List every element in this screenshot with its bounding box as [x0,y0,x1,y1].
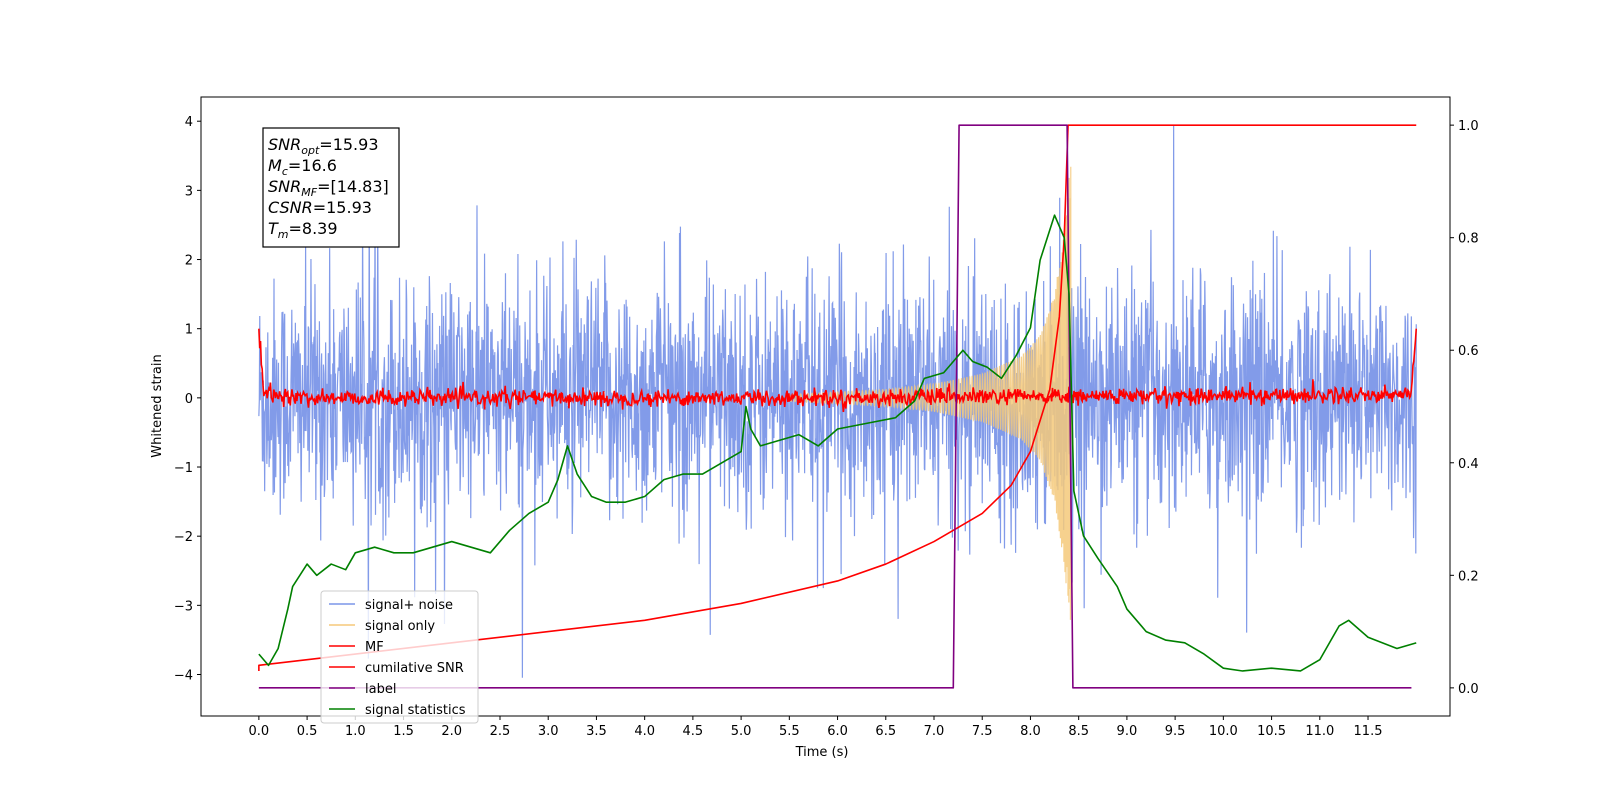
annotation-subscript: m [278,228,289,241]
annotation-subscript: c [282,165,288,178]
legend-entry: MF [365,640,384,655]
x-axis: 0.0 0.5 1.0 1.5 2.0 2.5 3.0 3.5 4.0 4.5 5.0 5.5 6.0 6… [249,716,1383,739]
annotation-line: SNRopt=15.93 [268,135,379,157]
y-tick-label: −2 [174,530,193,545]
x-tick-label: 0.5 [297,724,318,739]
annotation-value: =[14.83] [317,177,389,196]
x-tick-label: 7.5 [972,724,993,739]
x-tick-label: 2.0 [441,724,462,739]
legend-entry: cumilative SNR [365,661,464,676]
x-tick-label: 4.0 [634,724,655,739]
annotation-symbol: CSNR [268,198,313,217]
x-tick-label: 6.5 [875,724,896,739]
legend-entry: signal+ noise [365,598,453,613]
y-tick-label: −4 [174,669,193,684]
x-tick-label: 9.5 [1165,724,1186,739]
annotation-frame [262,127,400,248]
legend: signal+ noise signal only MF cumilative SNR… [320,590,479,724]
x-tick-label: 3.5 [586,724,607,739]
x-tick-label: 8.0 [1020,724,1041,739]
annotation-subscript: opt [301,144,320,157]
y-tick-label: −3 [174,599,193,614]
x-tick-label: 9.0 [1117,724,1138,739]
annotation-line: Mc=16.6 [268,156,337,178]
y-axis-label: Whitened strain [150,354,165,457]
x-tick-label: 5.0 [731,724,752,739]
y2-tick-label: 1.0 [1458,119,1479,134]
legend-entry: label [365,682,396,697]
x-tick-label: 0.0 [249,724,270,739]
series-label [258,124,1412,689]
legend-frame [320,590,479,724]
x-tick-label: 2.5 [490,724,511,739]
annotation-value: =15.93 [319,135,378,154]
y2-tick-label: 0.2 [1458,569,1479,584]
series-signal-statistics [258,214,1417,672]
annotation-symbol: M [268,156,282,175]
stats-annotation-box: SNRopt=15.93Mc=16.6SNRMF=[14.83]CSNR=15.… [262,127,400,248]
x-tick-label: 11.0 [1305,724,1334,739]
y-tick-label: 0 [185,392,193,407]
y2-tick-label: 0.4 [1458,457,1479,472]
x-tick-label: 5.5 [779,724,800,739]
plot-frame [200,96,1451,717]
y-tick-label: 2 [185,254,193,269]
series-mf [258,328,1418,413]
annotation-symbol: SNR [268,135,301,154]
y-axis-right: 1.0 0.8 0.6 0.4 0.2 0.0 [1450,119,1479,697]
x-tick-label: 3.0 [538,724,559,739]
x-tick-label: 4.5 [683,724,704,739]
x-axis-label: Time (s) [795,745,849,760]
y-tick-label: 4 [185,115,193,130]
y-tick-label: 3 [185,184,193,199]
legend-entry: signal statistics [365,703,466,718]
x-tick-label: 1.0 [345,724,366,739]
annotation-symbol: T [268,219,279,238]
annotation-symbol: SNR [268,177,301,196]
series-signal-noise [258,124,1417,678]
annotation-value: =15.93 [313,198,372,217]
y-axis-left: 4 3 2 1 0 −1 −2 −3 −4 [174,115,201,684]
annotation-line: CSNR=15.93 [268,198,372,217]
x-tick-label: 1.5 [393,724,414,739]
annotation-value: =8.39 [289,219,338,238]
annotation-subscript: MF [301,186,317,199]
x-tick-label: 10.0 [1209,724,1238,739]
y2-tick-label: 0.6 [1458,344,1479,359]
legend-entry: signal only [365,619,435,634]
x-tick-label: 11.5 [1354,724,1383,739]
y2-tick-label: 0.8 [1458,232,1479,247]
y-tick-label: 1 [185,323,193,338]
x-tick-label: 6.0 [827,724,848,739]
y2-tick-label: 0.0 [1458,682,1479,697]
x-tick-label: 10.5 [1257,724,1286,739]
x-tick-label: 7.0 [924,724,945,739]
x-tick-label: 8.5 [1068,724,1089,739]
series-signal-only [788,166,1072,620]
y-tick-label: −1 [174,461,193,476]
annotation-value: =16.6 [288,156,337,175]
annotation-line: Tm=8.39 [268,219,338,241]
annotation-line: SNRMF=[14.83] [268,177,389,199]
